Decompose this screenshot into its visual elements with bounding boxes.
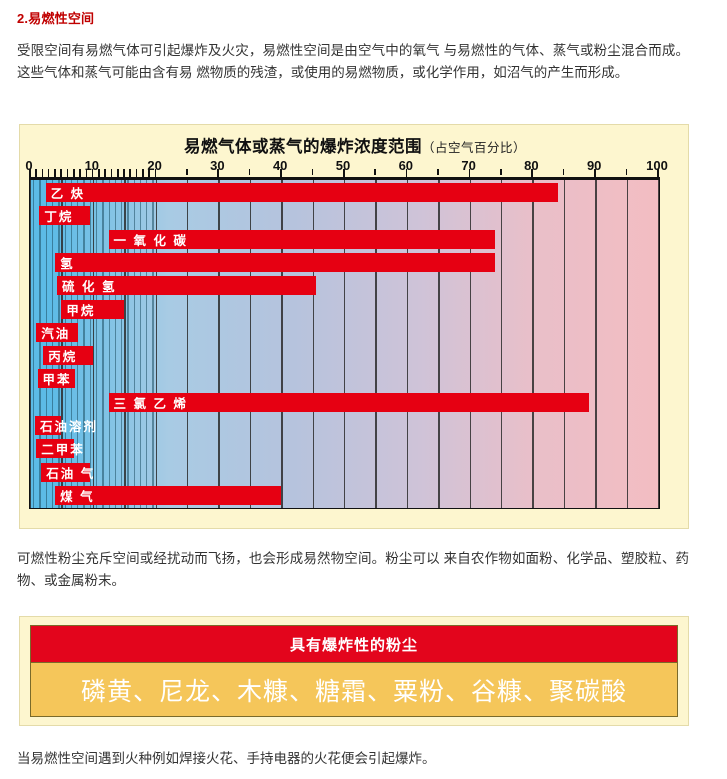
chart-title-row: 易燃气体或蒸气的爆炸浓度范围（占空气百分比）	[20, 133, 690, 157]
dust-table-items: 磷黄、尼龙、木糠、糖霜、粟粉、谷糠、聚碳酸	[31, 663, 677, 716]
x-axis-ticks	[20, 169, 690, 178]
bar-14: 煤 气	[55, 485, 282, 505]
bar-label: 氢	[60, 256, 75, 271]
section-title: 2.易燃性空间	[17, 11, 95, 26]
bar-label: 甲苯	[42, 373, 72, 388]
paragraph-3: 当易燃性空间遇到火种例如焊接火花、手持电器的火花便会引起爆炸。	[17, 751, 436, 766]
bar-label: 一 氧 化 碳	[113, 233, 188, 248]
bar-label: 石油溶剂	[40, 420, 99, 434]
bar-label: 汽油	[41, 326, 71, 341]
chart-title: 易燃气体或蒸气的爆炸浓度范围	[183, 138, 422, 156]
x-tick-label-10: 10	[84, 158, 100, 173]
bar-11: 石油溶剂	[35, 416, 96, 435]
explosive-dust-card: 具有爆炸性的粉尘 磷黄、尼龙、木糠、糖霜、粟粉、谷糠、聚碳酸	[19, 616, 689, 726]
bar-series: 乙 炔丁烷一 氧 化 碳氢硫 化 氢甲烷汽油丙烷甲苯三 氯 乙 烯石油溶剂二甲苯…	[30, 180, 659, 508]
x-axis-tick-labels: 0 10 20 30 40 50 60 70 80 90 100	[20, 158, 690, 176]
x-tick-label-90: 90	[586, 158, 602, 173]
bar-1: 乙 炔	[45, 183, 558, 202]
bar-5: 硫 化 氢	[57, 276, 316, 296]
dust-table-header: 具有爆炸性的粉尘	[31, 626, 677, 663]
x-tick-label-40: 40	[272, 158, 288, 173]
bar-9: 甲苯	[37, 369, 75, 389]
bar-label: 甲烷	[66, 303, 96, 318]
bar-3: 一 氧 化 碳	[108, 229, 495, 249]
x-tick-label-20: 20	[147, 158, 162, 173]
chart-title-suffix: （占空气百分比）	[421, 141, 526, 155]
bar-12: 二甲苯	[36, 439, 83, 459]
bar-label: 石油 气	[46, 466, 96, 481]
x-tick-label-80: 80	[524, 158, 539, 173]
x-tick-label-0: 0	[25, 158, 33, 173]
paragraph-1: 受限空间有易燃气体可引起爆炸及火灾，易燃性空间是由空气中的氧气 与易燃性的气体、…	[17, 43, 689, 80]
bar-8: 丙烷	[43, 346, 94, 366]
bar-label: 丙烷	[48, 350, 78, 365]
bar-4: 氢	[55, 252, 495, 272]
bar-label: 二甲苯	[41, 443, 85, 458]
x-axis-line	[29, 177, 660, 179]
bar-label: 煤 气	[60, 489, 95, 504]
x-tick-label-30: 30	[210, 158, 225, 173]
flammable-range-chart: 易燃气体或蒸气的爆炸浓度范围（占空气百分比） 0 10 20 30 40 50 60 70 80…	[19, 124, 689, 529]
x-tick-label-50: 50	[335, 158, 351, 173]
bar-label: 丁烷	[44, 210, 74, 225]
bar-6: 甲烷	[61, 299, 125, 319]
chart-plot-area: 乙 炔丁烷一 氧 化 碳氢硫 化 氢甲烷汽油丙烷甲苯三 氯 乙 烯石油溶剂二甲苯…	[29, 179, 660, 509]
x-tick-label-70: 70	[461, 158, 476, 173]
bar-2: 丁烷	[39, 206, 90, 226]
bar-10: 三 氯 乙 烯	[108, 392, 589, 412]
grid-lines	[30, 180, 659, 508]
explosive-dust-table: 具有爆炸性的粉尘 磷黄、尼龙、木糠、糖霜、粟粉、谷糠、聚碳酸	[30, 625, 678, 717]
bar-label: 乙 炔	[50, 187, 86, 201]
x-tick-label-60: 60	[398, 158, 414, 173]
bar-label: 三 氯 乙 烯	[113, 396, 188, 411]
x-tick-label-100: 100	[646, 158, 668, 173]
paragraph-2: 可燃性粉尘充斥空间或经扰动而飞扬，也会形成易然物空间。粉尘可以 来自农作物如面粉…	[17, 551, 689, 588]
bar-label: 硫 化 氢	[62, 280, 117, 295]
bar-13: 石油 气	[41, 462, 93, 482]
bar-7: 汽油	[36, 322, 78, 342]
